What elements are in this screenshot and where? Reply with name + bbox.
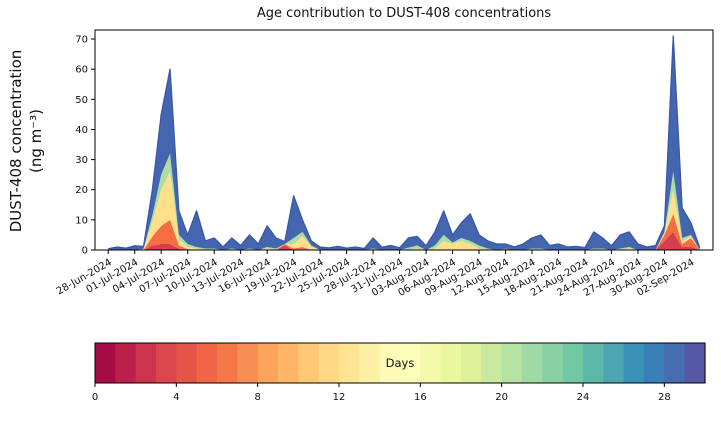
y-tick-label: 40 [75,125,88,136]
colorbar-cell [278,343,299,383]
series-age-0-2-days [108,231,700,250]
colorbar-label: Days [386,356,415,370]
colorbar-cell [501,343,523,383]
colorbar-cell [379,343,401,383]
colorbar-cell [318,343,340,383]
colorbar-cell [623,343,645,383]
y-tick-label: 50 [75,95,88,106]
series-age-8-14-days [108,171,700,250]
y-axis-label-line1: DUST-408 concentration [7,49,25,233]
x-axis: 28-Jun-202401-Jul-202404-Jul-202407-Jul-… [55,250,696,299]
y-tick-label: 0 [82,246,88,257]
colorbar-tick-label: 12 [333,392,346,403]
series-age-22-30-days [108,36,700,250]
colorbar-cell [339,343,360,383]
colorbar-cell [196,343,218,383]
y-tick-label: 10 [75,215,88,226]
colorbar-cell [664,343,686,383]
colorbar-cell [481,343,503,383]
colorbar-cell [603,343,625,383]
colorbar-tick-label: 16 [414,392,427,403]
colorbar-cell [461,343,482,383]
colorbar-cell [400,343,421,383]
colorbar-cell [359,343,381,383]
total-outline [108,35,701,250]
colorbar-cell [176,343,198,383]
colorbar-cell [115,343,137,383]
colorbar-tick-label: 4 [173,392,179,403]
colorbar-cell [542,343,564,383]
colorbar-cell [583,343,604,383]
y-tick-label: 30 [75,155,88,166]
series-age-15-21-days [108,153,700,250]
colorbar-cell [440,343,462,383]
colorbar-cell [522,343,543,383]
colorbar-cell [298,343,320,383]
colorbar-cell [237,343,259,383]
axes-frame [94,29,714,251]
chart-title: Age contribution to DUST-408 concentrati… [256,6,552,21]
y-tick-label: 60 [75,65,88,76]
y-axis: 0 10 20 30 40 50 60 70 [75,35,95,257]
colorbar-cell [420,343,442,383]
colorbar-cell [135,343,157,383]
colorbar-tick-label: 20 [495,392,508,403]
colorbar-cell [95,343,116,383]
colorbar-cell [644,343,665,383]
y-tick-label: 20 [75,185,88,196]
colorbar-cell [217,343,238,383]
colorbar-cell [257,343,279,383]
colorbar-tick-label: 24 [577,392,590,403]
y-axis-label-line2: (ng m⁻³) [26,108,45,174]
colorbar-tick-label: 28 [658,392,671,403]
colorbar-tick-label: 8 [254,392,260,403]
colorbar: Days 0 4 8 12 16 20 24 28 [92,342,706,403]
colorbar-tick-label: 0 [92,392,98,403]
colorbar-frame [94,342,706,384]
colorbar-cell [156,343,177,383]
colorbar-cell [562,343,584,383]
stacked-areas [108,35,701,250]
y-axis-label: DUST-408 concentration (ng m⁻³) [7,31,53,251]
colorbar-cell [684,343,706,383]
y-tick-label: 70 [75,35,88,46]
